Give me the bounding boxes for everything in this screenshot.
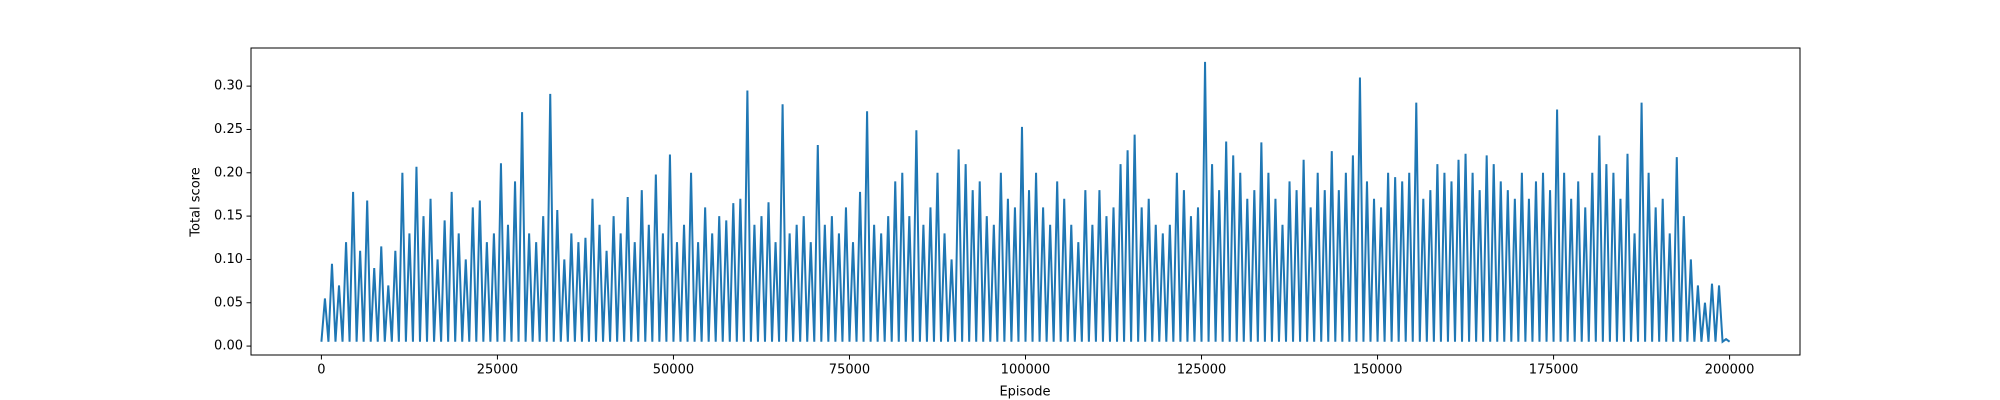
x-axis-label: Episode: [999, 385, 1050, 400]
x-tick-label: 100000: [1001, 363, 1051, 378]
x-tick-label: 125000: [1177, 363, 1227, 378]
x-tick-label: 50000: [653, 363, 694, 378]
x-tick-label: 0: [317, 363, 325, 378]
x-tick-label: 75000: [829, 363, 870, 378]
x-tick-label: 150000: [1353, 363, 1403, 378]
y-tick-label: 0.30: [214, 79, 243, 94]
x-tick-label: 200000: [1705, 363, 1755, 378]
y-tick-label: 0.20: [214, 165, 243, 180]
y-tick-label: 0.00: [214, 339, 243, 354]
y-tick-label: 0.05: [214, 295, 243, 310]
y-tick-label: 0.10: [214, 252, 243, 267]
y-axis-label: Total score: [189, 167, 204, 237]
y-tick-label: 0.25: [214, 122, 243, 137]
x-tick-label: 25000: [477, 363, 518, 378]
data-line: [320, 61, 1731, 344]
x-tick-label: 175000: [1529, 363, 1579, 378]
y-tick-label: 0.15: [214, 209, 243, 224]
